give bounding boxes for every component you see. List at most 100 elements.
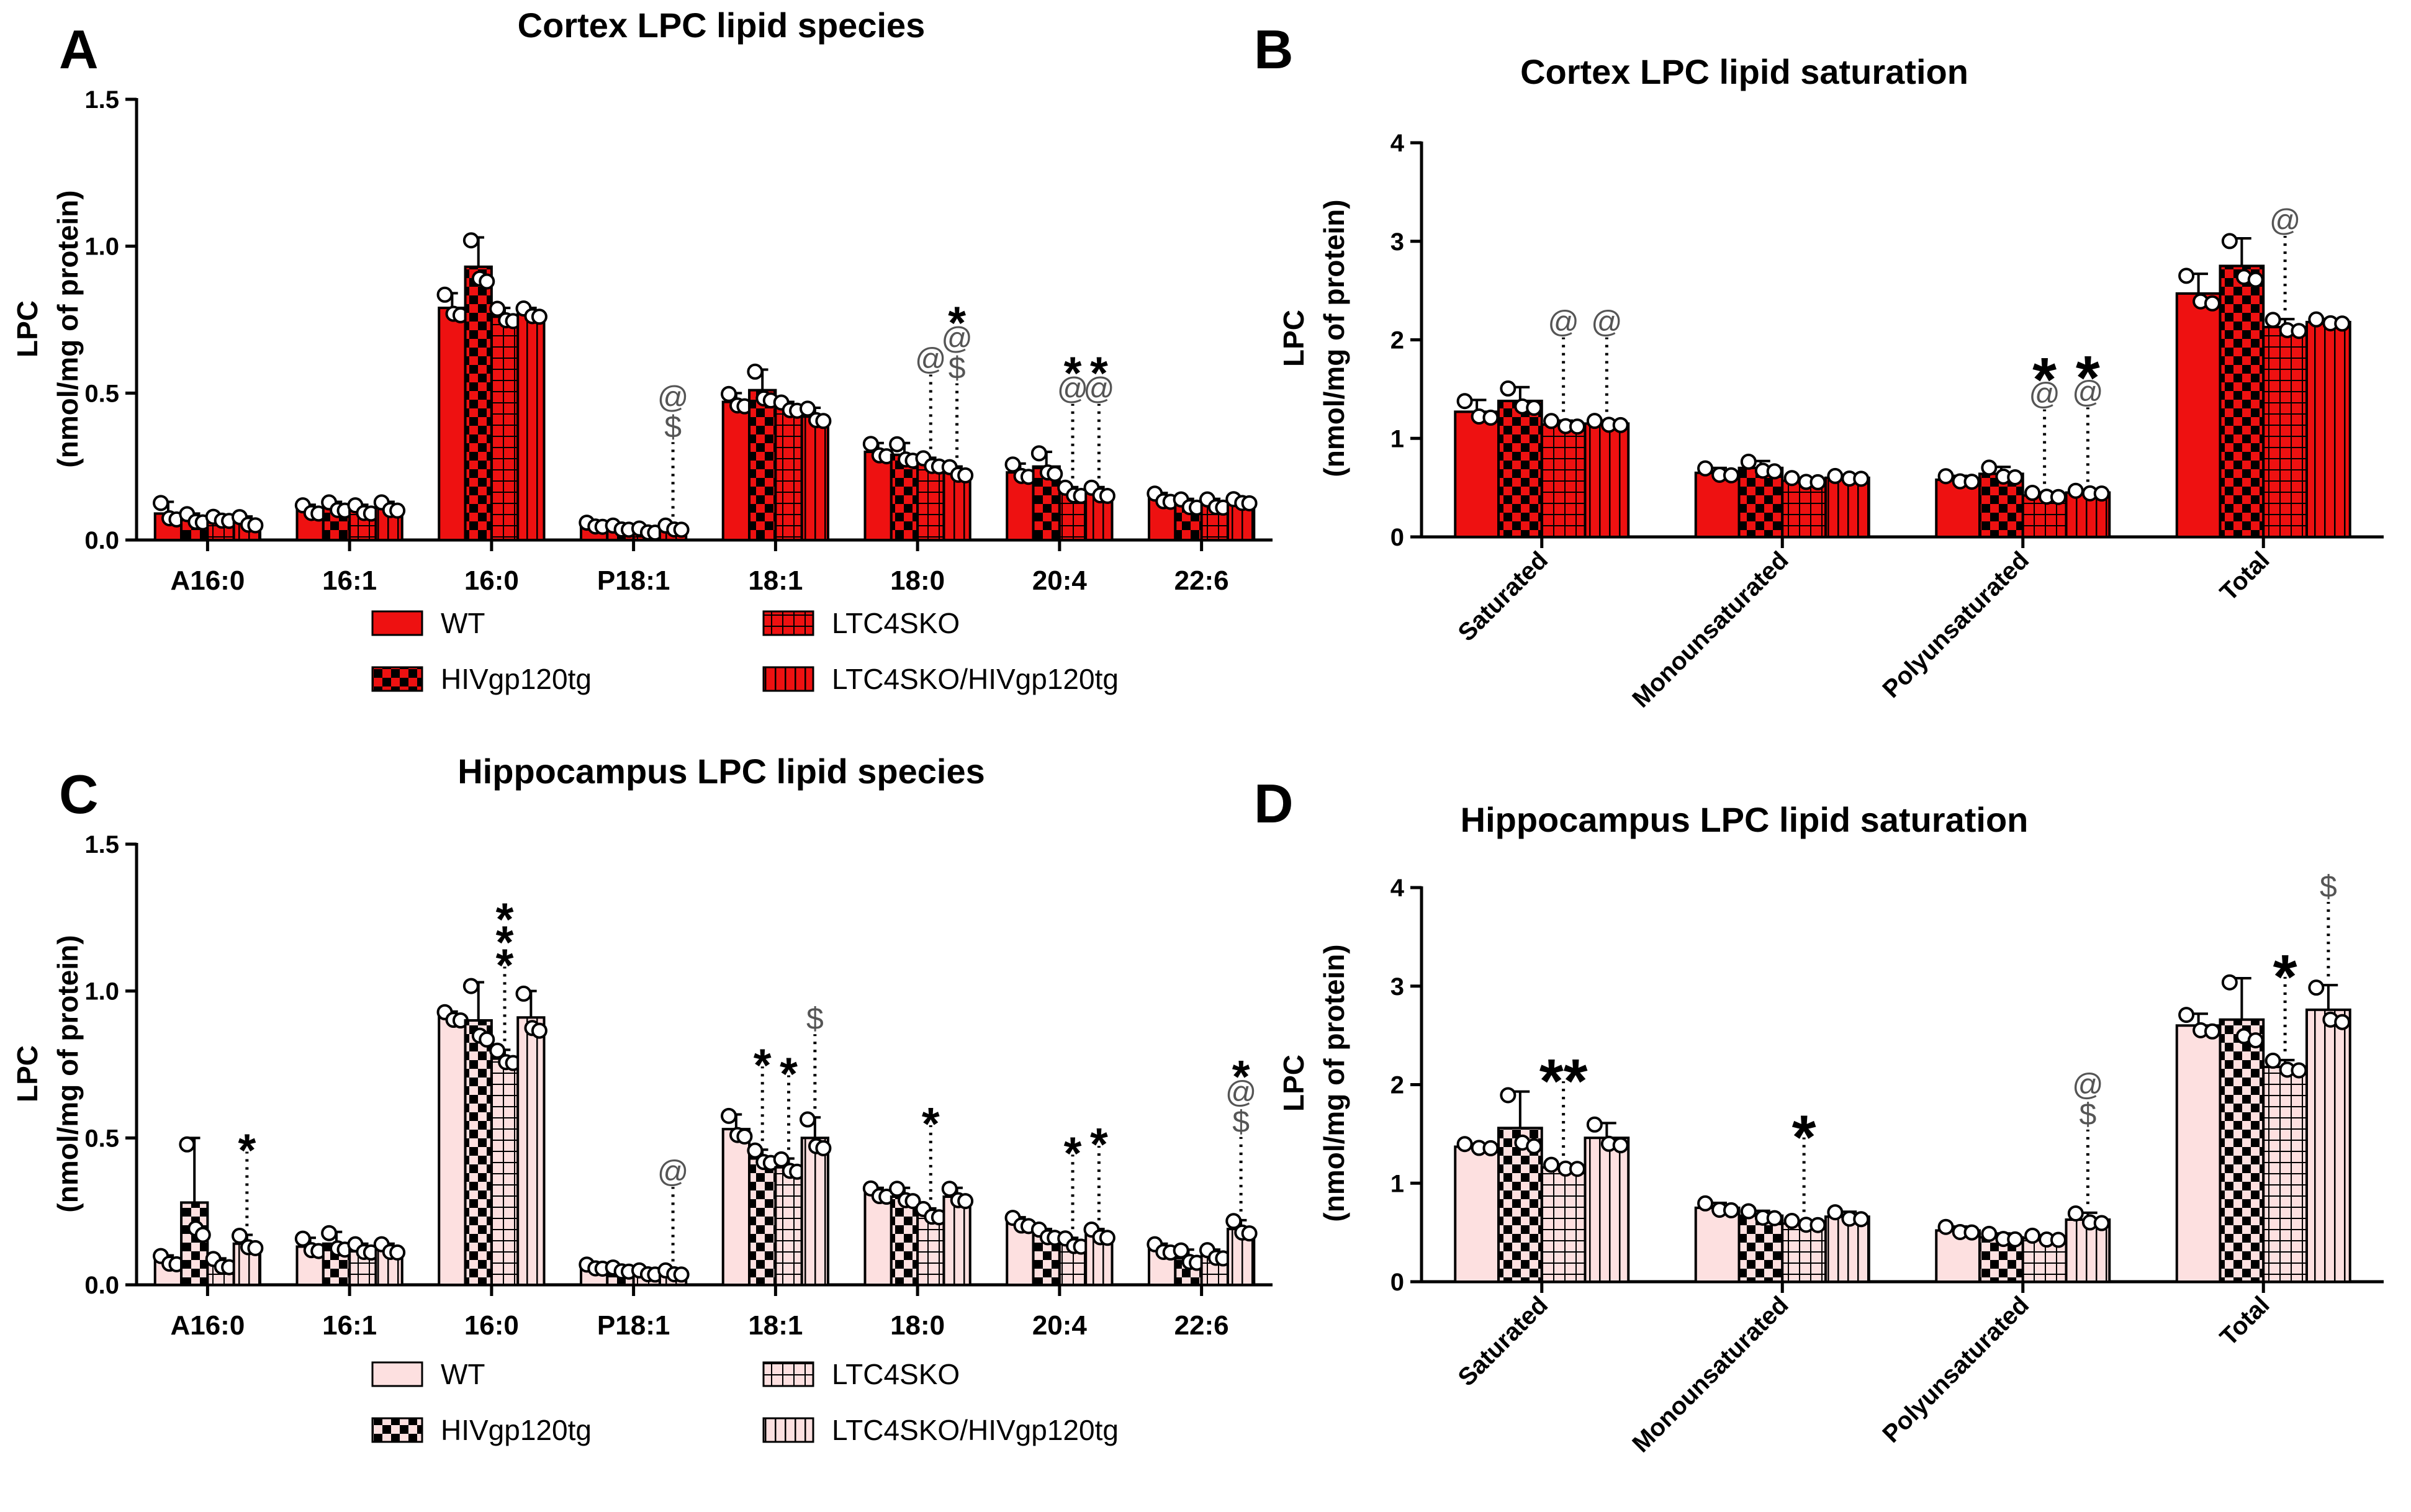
- significance-dollar: $: [949, 351, 966, 385]
- panel-a-legend: WT HIVgp120tg LTC4SKO LTC4SKO/HIVgp120tg: [371, 607, 1119, 695]
- panel-d-ylabel: LPC: [1278, 1055, 1310, 1112]
- panel-d-plot: 0 1 2 3 4 Saturated Monounsaturated Polyunsatur…: [1390, 869, 2384, 1458]
- data-point: [800, 1111, 816, 1128]
- panel-a-ylabel-units: (nmol/mg of protein): [52, 190, 84, 467]
- data-point: [389, 1244, 406, 1261]
- bar-hivgp120tg-18-0: [890, 453, 919, 541]
- significance-star: *: [2076, 343, 2100, 413]
- x-tick-label-16-1: 16:1: [322, 565, 377, 596]
- y-tick-label: 4: [1390, 130, 1405, 157]
- data-point: [1047, 466, 1063, 482]
- x-tick-label-20-4: 20:4: [1032, 565, 1088, 596]
- y-tick-label: 0.0: [84, 527, 119, 554]
- bar-hivgp120tg-18-1: [748, 389, 777, 541]
- significance-at: @: [657, 1154, 689, 1189]
- data-point: [673, 1266, 690, 1283]
- bar-wt-16-0: [438, 307, 467, 541]
- bar-hivgp120tg-total: [2219, 1018, 2265, 1283]
- significance-at: @: [657, 380, 689, 415]
- bar-wt-monounsaturated: [1694, 1206, 1741, 1283]
- data-point: [1740, 453, 1757, 470]
- x-tick-label-18-1: 18:1: [748, 1310, 803, 1341]
- x-tick-label-22-6: 22:6: [1174, 1310, 1229, 1341]
- legend-swatch-ltc4sko-hivgp120tg: [762, 1417, 814, 1443]
- significance-dollar: $: [806, 1001, 824, 1036]
- data-point: [815, 1140, 832, 1156]
- x-tick-label-16-1: 16:1: [322, 1310, 377, 1341]
- data-point: [1612, 416, 1629, 433]
- legend-label-ltc4sko: LTC4SKO: [832, 1358, 960, 1390]
- data-point: [2007, 1231, 2024, 1248]
- data-point: [673, 521, 690, 538]
- data-point: [2308, 979, 2325, 996]
- y-tick-label: 3: [1390, 228, 1404, 256]
- y-tick-label: 0.5: [84, 1125, 119, 1152]
- panel-c-title: Hippocampus LPC lipid species: [457, 752, 985, 791]
- bar-ltc4sko-hivgp120tg-total: [2305, 320, 2351, 538]
- y-tick-label: 2: [1390, 327, 1404, 354]
- significance-at: @: [1591, 305, 1623, 340]
- data-point: [941, 1181, 958, 1197]
- panel-a: A Cortex LPC lipid species LPC (nmol/mg …: [11, 6, 1273, 695]
- x-tick-label-a16-0: A16:0: [170, 565, 245, 596]
- legend-swatch-hivgp120tg: [371, 1417, 423, 1443]
- data-point: [2178, 1007, 2195, 1024]
- data-point: [2007, 469, 2024, 485]
- data-point: [2067, 1205, 2084, 1222]
- panel-a-plot: 0.0 0.5 1.0 1.5 A16:0 16:1 16:0 P18:1 18:1 18:0 20…: [84, 86, 1273, 596]
- legend-label-hivgp120tg: HIVgp120tg: [441, 663, 592, 695]
- y-tick-label: 1: [1390, 425, 1404, 452]
- bar-ltc4sko-hivgp120tg-total: [2305, 1008, 2351, 1283]
- data-point: [721, 385, 737, 402]
- bar-ltc4sko-hivgp120tg-18-1: [800, 1136, 830, 1287]
- panel-b-title: Cortex LPC lipid saturation: [1520, 52, 1968, 91]
- significance-at: @: [2072, 1067, 2104, 1102]
- bar-ltc4sko-18-1: [774, 407, 803, 541]
- data-point: [1809, 474, 1826, 490]
- x-tick-label-18-1: 18:1: [748, 565, 803, 596]
- bar-hivgp120tg-saturated: [1497, 399, 1543, 538]
- bar-ltc4sko-hivgp120tg-18-0: [942, 1195, 971, 1286]
- data-point: [1723, 467, 1739, 484]
- legend-label-ltc4sko-hivgp120tg: LTC4SKO/HIVgp120tg: [832, 663, 1119, 695]
- data-point: [232, 1227, 248, 1244]
- legend-label-hivgp120tg: HIVgp120tg: [441, 1414, 592, 1446]
- x-tick-label-18-0: 18:0: [890, 565, 945, 596]
- bar-ltc4sko-16-0: [490, 315, 520, 541]
- panel-d-ylabel-units: (nmol/mg of protein): [1318, 944, 1350, 1222]
- data-point: [2291, 1062, 2307, 1079]
- significance-star: *: [780, 1048, 798, 1100]
- legend-label-wt: WT: [441, 607, 485, 639]
- data-point: [1981, 1225, 1998, 1242]
- bar-ltc4sko-hivgp120tg-18-0: [942, 471, 971, 542]
- panel-d: D Hippocampus LPC lipid saturation LPC (…: [1254, 773, 2384, 1458]
- significance-star: *: [2273, 942, 2297, 1012]
- data-point: [1569, 1161, 1585, 1177]
- panel-b-ylabel: LPC: [1278, 310, 1310, 367]
- data-point: [1697, 460, 1714, 477]
- data-point: [1783, 1213, 1800, 1230]
- x-tick-label-saturated: Saturated: [1453, 546, 1554, 647]
- data-point: [2178, 268, 2195, 284]
- data-point: [1853, 470, 1870, 487]
- data-point: [1697, 1195, 1714, 1212]
- data-point: [889, 436, 906, 452]
- significance-star: **: [1539, 1046, 1588, 1116]
- data-point: [1981, 459, 1998, 476]
- significance-star: *: [1792, 1103, 1816, 1172]
- data-point: [1740, 1203, 1757, 1220]
- data-point: [2221, 974, 2238, 991]
- data-point: [1004, 456, 1021, 473]
- data-point: [747, 1142, 764, 1159]
- significance-at: @: [1225, 1074, 1257, 1109]
- data-point: [1809, 1217, 1826, 1233]
- x-tick-label-p18-1: P18:1: [597, 1310, 670, 1341]
- data-point: [1543, 1156, 1560, 1173]
- legend-label-ltc4sko-hivgp120tg: LTC4SKO/HIVgp120tg: [832, 1414, 1119, 1446]
- data-point: [1937, 1218, 1954, 1235]
- data-point: [389, 502, 406, 519]
- panel-a-ylabel: LPC: [11, 300, 43, 358]
- data-point: [1586, 413, 1603, 430]
- data-point: [2265, 312, 2281, 328]
